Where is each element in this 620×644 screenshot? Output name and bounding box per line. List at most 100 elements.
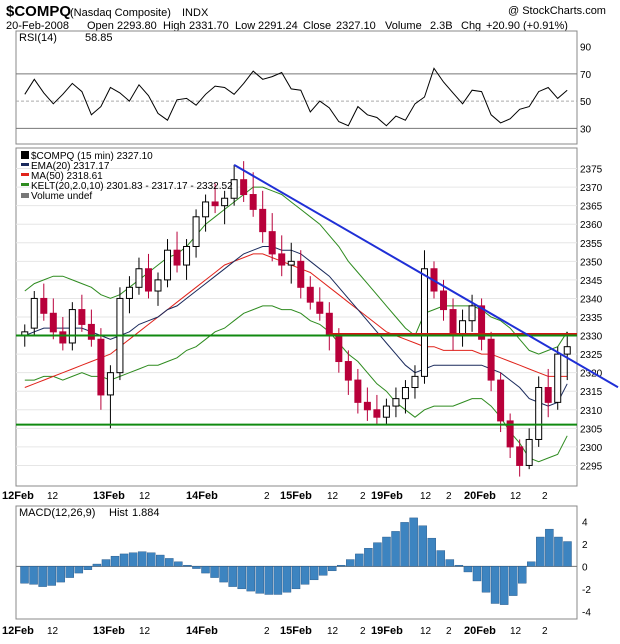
- macd-histogram-bar: [137, 551, 147, 567]
- macd-panel: MACD(12,26,9) Hist 1.884 -4 -2 0 2 4: [15, 505, 591, 620]
- candle: [554, 346, 562, 410]
- close-value: 2327.10: [336, 20, 376, 32]
- x-axis-label: 2: [360, 491, 366, 502]
- macd-histogram-bar: [56, 566, 65, 583]
- candle: [97, 328, 105, 410]
- macd-histogram-bar: [327, 566, 337, 572]
- candle: [183, 239, 191, 280]
- candle-body: [87, 323, 95, 340]
- macd-histogram-bar: [29, 566, 38, 585]
- macd-histogram-bar: [47, 566, 56, 586]
- exchange-label: INDX: [182, 7, 209, 19]
- macd-histogram-bar: [228, 566, 237, 587]
- x-axis-label: 15Feb: [280, 490, 312, 502]
- price-tick-label: 2375: [580, 165, 603, 176]
- candle: [30, 291, 38, 336]
- candle-body: [478, 305, 486, 340]
- candle-body: [487, 338, 495, 381]
- open-label: Open: [87, 20, 114, 32]
- candle-body: [259, 208, 267, 233]
- price-tick-label: 2360: [580, 220, 603, 231]
- quote-date: 20-Feb-2008: [6, 20, 69, 32]
- candle-body: [68, 309, 76, 344]
- candle: [354, 368, 362, 414]
- rsi-panel: RSI(14) 58.85 30 50 70 90: [15, 30, 592, 145]
- candle-body: [164, 249, 172, 281]
- price-tick-label: 2340: [580, 294, 603, 305]
- macd-tick-label: 0: [582, 562, 588, 573]
- candle-body: [449, 309, 457, 337]
- candle-body: [516, 446, 524, 466]
- candle: [78, 294, 86, 332]
- x-axis-label: 19Feb: [371, 490, 403, 502]
- macd-histogram-bar: [355, 553, 364, 567]
- macd-histogram-bar: [554, 536, 563, 567]
- candle: [268, 213, 276, 262]
- macd-histogram-bar: [445, 559, 455, 567]
- macd-histogram-bar: [156, 554, 165, 567]
- candle-body: [59, 331, 67, 344]
- candle-body: [306, 286, 314, 303]
- macd-histogram-bar: [472, 566, 482, 582]
- candle: [106, 365, 114, 429]
- price-tick-label: 2310: [580, 406, 603, 417]
- price-tick-label: 2295: [580, 461, 603, 472]
- candle: [497, 372, 505, 433]
- price-tick-label: 2345: [580, 276, 603, 287]
- candle-body: [392, 398, 400, 407]
- price-tick-label: 2315: [580, 387, 603, 398]
- ema-legend-icon: [21, 163, 29, 166]
- macd-histogram-bar: [436, 550, 446, 567]
- x-axis-label: 12: [47, 626, 59, 637]
- x-axis-label: 20Feb: [464, 490, 496, 502]
- macd-frame: [15, 505, 578, 620]
- macd-histogram-bar: [128, 552, 138, 567]
- x-axis-label: 2: [264, 491, 270, 502]
- x-axis-label: 2: [264, 626, 270, 637]
- macd-histogram-bar: [273, 566, 283, 595]
- candle: [516, 439, 524, 477]
- candle: [487, 331, 495, 392]
- x-axis-label: 15Feb: [280, 625, 312, 637]
- candle-body: [506, 420, 514, 448]
- ema20-line: [24, 246, 568, 407]
- macd-tick-label: 2: [582, 540, 588, 551]
- x-axis-label: 19Feb: [371, 625, 403, 637]
- low-value: 2291.24: [258, 20, 298, 32]
- candle: [164, 239, 172, 288]
- candle-body: [316, 301, 324, 314]
- candle: [40, 283, 48, 321]
- candle: [125, 276, 133, 314]
- candle-body: [183, 245, 191, 266]
- x-axis-label: 2: [542, 491, 548, 502]
- close-label: Close: [303, 20, 331, 32]
- candle: [373, 394, 381, 425]
- candle-body: [268, 231, 276, 255]
- candle: [230, 164, 238, 206]
- macd-histogram-bar: [146, 552, 156, 567]
- candle: [544, 368, 552, 418]
- candle: [144, 253, 152, 299]
- price-tick-label: 2300: [580, 443, 603, 454]
- candle-body: [125, 286, 133, 299]
- chg-label: Chg: [461, 20, 481, 32]
- x-axis-label: 12: [139, 626, 151, 637]
- macd-histogram-bar: [337, 564, 346, 567]
- candle: [411, 365, 419, 399]
- legend-kelt: KELT(20,2.0,10) 2301.83 - 2317.17 - 2332…: [31, 181, 233, 192]
- macd-histogram-bar: [318, 566, 328, 576]
- macd-histogram-bar: [119, 553, 129, 567]
- macd-histogram-bar: [309, 566, 319, 581]
- x-axis-label: 13Feb: [93, 625, 125, 637]
- price-tick-label: 2305: [580, 424, 603, 435]
- candle-body: [221, 197, 229, 207]
- candle: [563, 331, 571, 381]
- x-axis-label: 12Feb: [2, 490, 34, 502]
- macd-histogram-bar: [20, 566, 29, 584]
- candle-body: [440, 290, 448, 311]
- candle: [192, 209, 200, 258]
- macd-histogram-bar: [300, 566, 310, 585]
- symbol-name: (Nasdaq Composite): [70, 7, 171, 19]
- volume-legend-icon: [21, 193, 29, 198]
